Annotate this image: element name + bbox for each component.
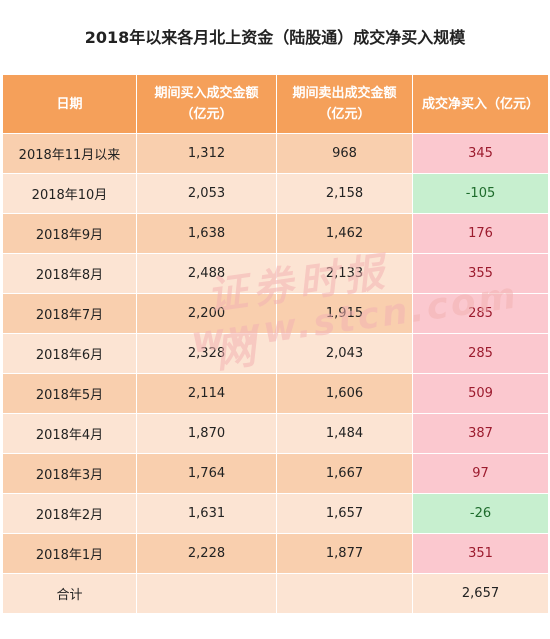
cell-buy — [136, 573, 277, 614]
table-row: 2018年10月 2,053 2,158 -105 — [2, 173, 549, 214]
header-net: 成交净买入（亿元） — [412, 74, 549, 134]
cell-net: 285 — [412, 293, 549, 334]
table-body: 2018年11月以来 1,312 968 345 2018年10月 2,053 2,158-… — [2, 133, 549, 614]
cell-net: 285 — [412, 333, 549, 374]
cell-date: 2018年8月 — [2, 253, 137, 294]
cell-buy: 2,200 — [136, 293, 277, 334]
cell-net: 355 — [412, 253, 549, 294]
cell-net: 351 — [412, 533, 549, 574]
cell-buy: 1,638 — [136, 213, 277, 254]
total-row: 合计 2,657 — [2, 573, 549, 614]
cell-date: 2018年2月 — [2, 493, 137, 534]
header-date: 日期 — [2, 74, 137, 134]
data-table: 日期 期间买入成交金额（亿元） 期间卖出成交金额（亿元） 成交净买入（亿元） 2… — [2, 74, 549, 614]
cell-sell: 1,484 — [276, 413, 413, 454]
cell-date: 2018年1月 — [2, 533, 137, 574]
cell-buy: 1,764 — [136, 453, 277, 494]
cell-sell: 1,877 — [276, 533, 413, 574]
cell-date: 2018年6月 — [2, 333, 137, 374]
total-net: 2,657 — [412, 573, 549, 614]
cell-sell: 1,462 — [276, 213, 413, 254]
cell-buy: 2,114 — [136, 373, 277, 414]
cell-sell: 1,667 — [276, 453, 413, 494]
page-title: 2018年以来各月北上资金（陆股通）成交净买入规模 — [84, 28, 466, 47]
header-sell: 期间卖出成交金额（亿元） — [276, 74, 413, 134]
cell-net: 97 — [412, 453, 549, 494]
cell-sell — [276, 573, 413, 614]
table-row: 2018年2月 1,631 1,657 -26 — [2, 493, 549, 534]
table-header-row: 日期 期间买入成交金额（亿元） 期间卖出成交金额（亿元） 成交净买入（亿元） — [2, 74, 549, 134]
cell-net: 176 — [412, 213, 549, 254]
cell-sell: 2,158 — [276, 173, 413, 214]
cell-net: 509 — [412, 373, 549, 414]
cell-sell: 1,606 — [276, 373, 413, 414]
cell-buy: 1,631 — [136, 493, 277, 534]
cell-sell: 968 — [276, 133, 413, 174]
cell-buy: 2,053 — [136, 173, 277, 214]
cell-date: 2018年10月 — [2, 173, 137, 214]
cell-buy: 1,870 — [136, 413, 277, 454]
table-row: 2018年7月 2,200 1,915 285 — [2, 293, 549, 334]
header-buy: 期间买入成交金额（亿元） — [136, 74, 277, 134]
cell-buy: 2,228 — [136, 533, 277, 574]
table-row: 2018年4月 1,870 1,484 387 — [2, 413, 549, 454]
cell-sell: 2,133 — [276, 253, 413, 294]
table-row: 2018年11月以来 1,312 968 345 — [2, 133, 549, 174]
cell-date: 2018年3月 — [2, 453, 137, 494]
cell-sell: 2,043 — [276, 333, 413, 374]
cell-buy: 2,488 — [136, 253, 277, 294]
table-row: 2018年1月 2,228 1,877 351 — [2, 533, 549, 574]
cell-net: -105 — [412, 173, 549, 214]
cell-net: 345 — [412, 133, 549, 174]
cell-date: 2018年5月 — [2, 373, 137, 414]
cell-date: 2018年11月以来 — [2, 133, 137, 174]
cell-buy: 2,328 — [136, 333, 277, 374]
cell-net: -26 — [412, 493, 549, 534]
table-row: 2018年8月 2,488 2,133 355 — [2, 253, 549, 294]
table-row: 2018年3月 1,764 1,667 97 — [2, 453, 549, 494]
cell-date: 2018年4月 — [2, 413, 137, 454]
cell-date: 2018年7月 — [2, 293, 137, 334]
table-row: 2018年9月 1,638 1,462 176 — [2, 213, 549, 254]
cell-sell: 1,915 — [276, 293, 413, 334]
table-row: 2018年5月 2,114 1,606 509 — [2, 373, 549, 414]
cell-net: 387 — [412, 413, 549, 454]
table-row: 2018年6月 2,328 2,043 285 — [2, 333, 549, 374]
cell-sell: 1,657 — [276, 493, 413, 534]
cell-buy: 1,312 — [136, 133, 277, 174]
cell-date: 2018年9月 — [2, 213, 137, 254]
total-label: 合计 — [2, 573, 137, 614]
